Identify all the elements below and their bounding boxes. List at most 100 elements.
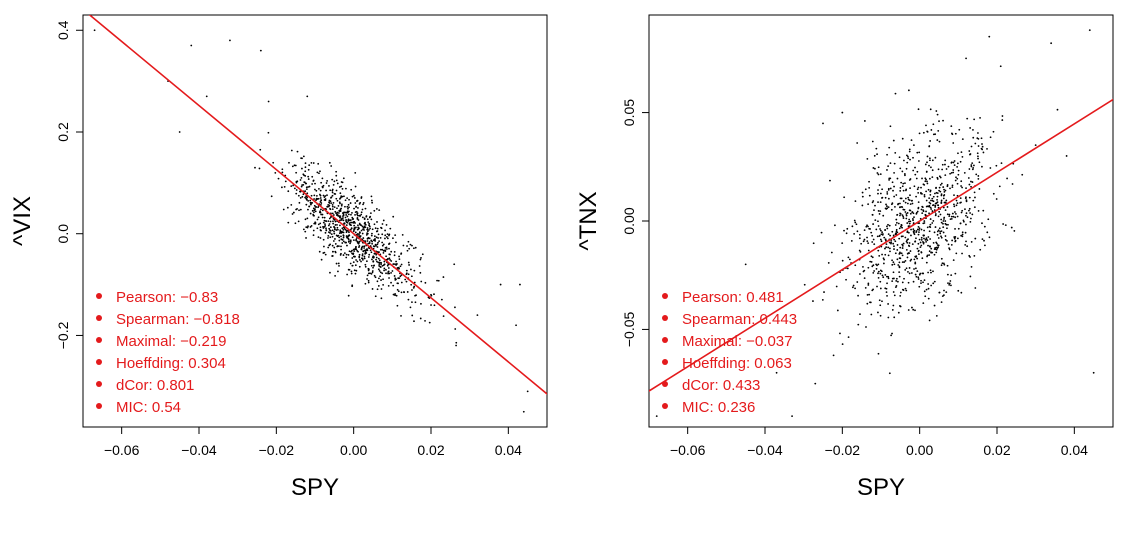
data-point [316, 171, 319, 174]
data-point [380, 279, 382, 281]
data-point [341, 187, 344, 190]
data-point [401, 233, 404, 236]
data-point [392, 237, 394, 240]
data-point [885, 291, 888, 294]
data-point [374, 243, 377, 246]
data-point [371, 201, 374, 204]
data-point [499, 283, 502, 286]
data-point [950, 172, 953, 174]
data-point [893, 248, 895, 250]
data-point [908, 252, 911, 255]
data-point [888, 179, 890, 181]
data-point [964, 231, 967, 234]
data-point [384, 249, 387, 252]
data-point [896, 280, 899, 283]
data-point [359, 215, 362, 217]
data-point [917, 192, 920, 194]
data-point [968, 168, 971, 170]
data-point [298, 190, 301, 193]
data-point [327, 246, 330, 249]
y-tick-label: 0.00 [621, 207, 637, 234]
data-point [887, 316, 890, 319]
data-point [329, 271, 331, 274]
data-point [860, 242, 863, 245]
data-point [336, 199, 339, 202]
data-point [382, 251, 385, 254]
data-point [898, 156, 901, 159]
stat-label: MIC: 0.54 [116, 399, 181, 416]
data-point [412, 286, 415, 289]
data-point [312, 207, 315, 210]
data-point [344, 211, 347, 214]
data-point [366, 227, 369, 229]
data-point [370, 218, 373, 221]
data-point [377, 241, 379, 244]
data-point [908, 222, 911, 225]
x-tick-label: −0.06 [104, 442, 140, 458]
data-point [333, 227, 336, 229]
data-point [350, 213, 352, 216]
data-point [370, 272, 373, 275]
data-point [977, 132, 979, 134]
data-point [327, 237, 329, 239]
data-point [929, 238, 932, 240]
x-axis-title: SPY [291, 474, 339, 501]
data-point [380, 263, 382, 266]
data-point [932, 282, 935, 285]
data-point [913, 185, 916, 188]
data-point [277, 177, 280, 180]
data-point [942, 119, 944, 122]
data-point [354, 202, 357, 204]
data-point [901, 247, 904, 249]
data-point [307, 186, 309, 188]
data-point [950, 274, 953, 277]
data-point [932, 241, 935, 244]
data-point [894, 224, 897, 226]
data-point [954, 132, 957, 135]
data-point [365, 260, 368, 263]
data-point [961, 252, 963, 255]
data-point [1004, 224, 1007, 227]
data-point [321, 177, 324, 180]
data-point [970, 165, 973, 168]
data-point [970, 266, 973, 268]
data-point [940, 230, 943, 233]
data-point [941, 168, 944, 171]
data-point [899, 305, 902, 308]
data-point [305, 198, 308, 201]
data-point [977, 177, 980, 180]
data-point [407, 240, 410, 243]
data-point [953, 164, 956, 167]
data-point [870, 313, 873, 316]
data-point [812, 300, 814, 302]
data-point [335, 179, 338, 182]
data-point [328, 217, 331, 220]
data-point [944, 189, 947, 192]
data-point [300, 185, 303, 188]
data-point [953, 236, 956, 238]
data-point [354, 272, 357, 275]
data-point [893, 171, 895, 174]
data-point [894, 92, 897, 95]
data-point [891, 259, 893, 262]
data-point [361, 254, 364, 257]
data-point [885, 243, 888, 246]
data-point [281, 171, 284, 174]
data-point [376, 280, 379, 283]
data-point [338, 201, 341, 204]
data-point [946, 239, 948, 242]
data-point [328, 201, 330, 204]
data-point [359, 235, 362, 237]
data-point [346, 221, 349, 224]
data-point [413, 269, 416, 272]
data-point [311, 183, 314, 185]
data-point [855, 223, 858, 226]
data-point [948, 283, 951, 286]
data-point [655, 415, 658, 418]
data-point [955, 176, 957, 179]
data-point [889, 250, 891, 253]
data-point [943, 188, 945, 191]
data-point [318, 187, 320, 190]
data-point [367, 281, 370, 284]
data-point [981, 222, 983, 225]
